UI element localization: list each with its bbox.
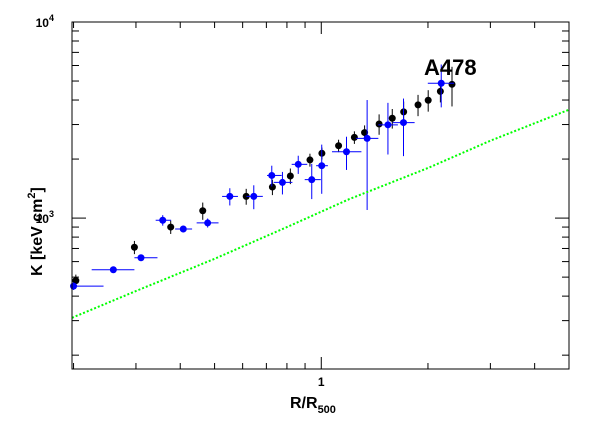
data-point bbox=[335, 142, 343, 150]
x-axis-title: R/R500 bbox=[290, 395, 336, 416]
data-point bbox=[388, 114, 396, 122]
y-tick-label-base: 10 bbox=[36, 16, 50, 30]
data-point bbox=[375, 120, 383, 128]
data-point bbox=[399, 119, 407, 127]
data-point bbox=[268, 171, 276, 179]
data-point bbox=[250, 192, 258, 200]
y-tick-label-exp: 3 bbox=[49, 209, 54, 219]
data-point bbox=[70, 282, 78, 290]
plot-frame bbox=[71, 21, 570, 370]
y-tick-label: 104 bbox=[36, 13, 54, 30]
x-axis-title-sub: 500 bbox=[318, 404, 336, 416]
data-point bbox=[226, 192, 234, 200]
data-point bbox=[204, 219, 212, 227]
data-point bbox=[437, 79, 445, 87]
data-point bbox=[268, 183, 276, 191]
y-tick-label: 103 bbox=[36, 209, 54, 226]
data-point bbox=[436, 87, 444, 95]
data-point bbox=[363, 134, 371, 142]
series-0 bbox=[72, 66, 456, 288]
data-point bbox=[130, 243, 138, 251]
y-axis-title-close: ] bbox=[29, 187, 46, 192]
y-axis-title-sup: 2 bbox=[26, 193, 38, 199]
y-axis-title-main: K [keV cm bbox=[29, 199, 46, 276]
data-point bbox=[179, 225, 187, 233]
data-point bbox=[286, 172, 294, 180]
data-point bbox=[448, 80, 456, 88]
data-point bbox=[137, 254, 145, 262]
data-point bbox=[350, 133, 358, 141]
data-point bbox=[424, 96, 432, 104]
data-point bbox=[308, 176, 316, 184]
data-point bbox=[384, 121, 392, 129]
data-point bbox=[242, 192, 250, 200]
data-point bbox=[109, 266, 117, 274]
data-point bbox=[318, 162, 326, 170]
data-point bbox=[199, 207, 207, 215]
data-point bbox=[306, 156, 314, 164]
y-tick-label-exp: 4 bbox=[49, 13, 54, 23]
data-point bbox=[294, 160, 302, 168]
x-axis-title-main: R/R bbox=[290, 395, 318, 412]
data-point bbox=[72, 277, 80, 285]
data-point bbox=[159, 216, 167, 224]
data-point bbox=[361, 129, 369, 137]
data-point bbox=[167, 223, 175, 231]
y-axis-title: K [keV cm2] bbox=[26, 187, 46, 276]
data-point bbox=[414, 101, 422, 109]
data-point bbox=[278, 178, 286, 186]
y-tick-label-base: 10 bbox=[36, 212, 50, 226]
x-tick-label: 1 bbox=[318, 375, 325, 389]
data-point bbox=[342, 148, 350, 156]
chart-title: A478 bbox=[424, 55, 477, 80]
